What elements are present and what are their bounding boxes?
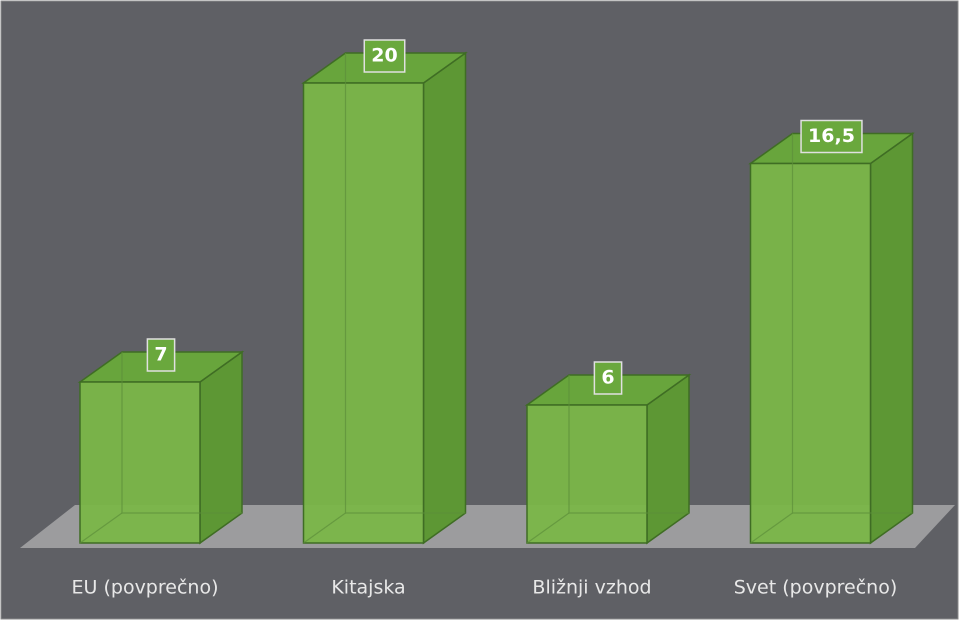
data-label: 20: [371, 45, 397, 67]
data-label-box: [146, 338, 176, 372]
bar: [301, 51, 468, 545]
x-tick-label: Svet (povprečno): [734, 577, 898, 599]
bar-hidden-edge: [303, 512, 346, 544]
data-label-box: [363, 39, 406, 73]
x-tick-label: Bližnji vzhod: [532, 577, 651, 599]
x-tick-label: EU (povprečno): [72, 577, 219, 599]
data-label: 16,5: [808, 125, 855, 147]
bar: [77, 350, 245, 545]
data-label-box: [593, 361, 623, 395]
bar-side: [422, 51, 467, 545]
data-label: 6: [601, 367, 614, 389]
floor: [20, 505, 955, 548]
bar-side: [869, 132, 914, 545]
bar-front: [302, 82, 425, 544]
bar-hidden-edge: [79, 512, 123, 544]
bar: [524, 373, 692, 545]
bar-hidden-edge: [750, 512, 793, 544]
x-tick-label: Kitajska: [331, 577, 405, 599]
bar: [748, 132, 915, 545]
bar-front: [79, 381, 201, 544]
data-label-box: [800, 119, 863, 154]
bar-hidden-edge: [526, 512, 570, 544]
bar-side: [199, 350, 243, 545]
bar-front: [749, 162, 872, 544]
bar-front: [526, 404, 648, 544]
data-label: 7: [154, 344, 167, 366]
